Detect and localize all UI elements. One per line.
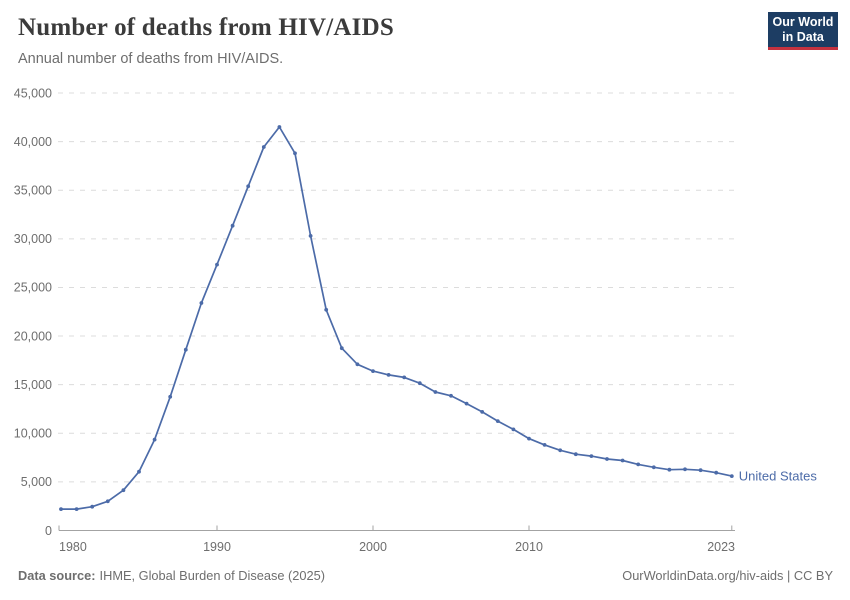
data-source-value: IHME, Global Burden of Disease (2025): [99, 568, 326, 583]
data-point[interactable]: [74, 507, 79, 511]
data-point[interactable]: [714, 470, 719, 475]
data-point[interactable]: [573, 452, 578, 457]
y-tick-label: 0: [45, 524, 52, 538]
data-point[interactable]: [558, 448, 563, 453]
y-tick-label: 45,000: [14, 86, 52, 100]
x-tick-label: 1990: [203, 540, 231, 554]
data-point[interactable]: [527, 436, 531, 441]
data-point[interactable]: [308, 234, 313, 238]
data-point[interactable]: [371, 369, 375, 373]
y-gridlines: [58, 92, 735, 483]
data-point[interactable]: [683, 467, 687, 472]
x-tick-label: 2010: [515, 540, 543, 554]
y-tick-label: 30,000: [14, 232, 52, 246]
data-point[interactable]: [215, 262, 219, 267]
logo-line2: in Data: [782, 29, 824, 44]
data-point[interactable]: [464, 401, 469, 406]
y-tick-label: 15,000: [14, 378, 52, 392]
series-end-label[interactable]: United States: [739, 469, 818, 484]
data-point[interactable]: [355, 362, 360, 367]
data-point[interactable]: [246, 184, 251, 189]
data-source: Data source: IHME, Global Burden of Disea…: [18, 568, 325, 583]
data-point[interactable]: [667, 467, 672, 472]
data-point[interactable]: [433, 390, 438, 394]
logo-line1: Our World: [772, 14, 834, 29]
data-point[interactable]: [511, 427, 516, 432]
chart-footer: Data source: IHME, Global Burden of Disea…: [18, 568, 833, 583]
series-points[interactable]: [59, 125, 734, 511]
x-axis: [58, 525, 735, 531]
data-point[interactable]: [137, 469, 141, 474]
data-point[interactable]: [168, 394, 173, 399]
data-point[interactable]: [59, 507, 63, 511]
data-point[interactable]: [261, 145, 266, 149]
x-tick-label: 1980: [59, 540, 87, 554]
data-point[interactable]: [449, 393, 453, 398]
y-tick-label: 10,000: [14, 427, 52, 441]
data-point[interactable]: [729, 474, 734, 478]
y-tick-label: 5,000: [21, 475, 52, 489]
data-point[interactable]: [605, 457, 609, 461]
footer-links: OurWorldinData.org/hiv-aids | CC BY: [622, 568, 833, 583]
data-point[interactable]: [183, 347, 188, 352]
y-tick-label: 20,000: [14, 329, 52, 343]
data-point[interactable]: [293, 151, 297, 156]
cc-by-link[interactable]: CC BY: [793, 568, 833, 583]
data-point[interactable]: [121, 488, 126, 493]
data-point[interactable]: [620, 458, 625, 463]
data-point[interactable]: [495, 419, 500, 423]
data-point[interactable]: [542, 443, 547, 447]
page-title: Number of deaths from HIV/AIDS: [18, 14, 394, 41]
data-point[interactable]: [402, 375, 407, 380]
chart-subtitle: Annual number of deaths from HIV/AIDS.: [18, 51, 284, 67]
x-axis-labels: 1980 1990 2000 2010 2023: [59, 540, 735, 554]
data-point[interactable]: [90, 504, 95, 509]
data-point[interactable]: [277, 125, 282, 129]
data-point[interactable]: [230, 223, 235, 228]
data-point[interactable]: [105, 499, 110, 504]
data-point[interactable]: [324, 307, 329, 312]
data-point[interactable]: [386, 373, 391, 377]
series-line[interactable]: [60, 126, 733, 510]
y-tick-label: 25,000: [14, 281, 52, 295]
data-point[interactable]: [417, 381, 422, 386]
data-point[interactable]: [152, 437, 157, 442]
data-source-label: Data source:: [18, 568, 96, 583]
owid-url-link[interactable]: OurWorldinData.org/hiv-aids: [622, 568, 784, 583]
series-united-states[interactable]: [59, 125, 734, 511]
y-axis-labels: 0 5,000 10,000 15,000 20,000 25,000 30,000 35,0…: [14, 86, 52, 538]
data-point[interactable]: [698, 468, 703, 473]
data-point[interactable]: [636, 462, 641, 467]
x-tick-label: 2023: [707, 540, 735, 554]
footer-separator: |: [783, 568, 794, 583]
data-point[interactable]: [480, 410, 485, 414]
owid-logo[interactable]: Our World in Data: [768, 12, 838, 50]
data-point[interactable]: [651, 465, 656, 470]
x-tick-label: 2000: [359, 540, 387, 554]
data-point[interactable]: [339, 346, 344, 351]
y-tick-label: 40,000: [14, 135, 52, 149]
data-point[interactable]: [589, 454, 594, 458]
y-tick-label: 35,000: [14, 184, 52, 198]
data-point[interactable]: [199, 301, 204, 305]
